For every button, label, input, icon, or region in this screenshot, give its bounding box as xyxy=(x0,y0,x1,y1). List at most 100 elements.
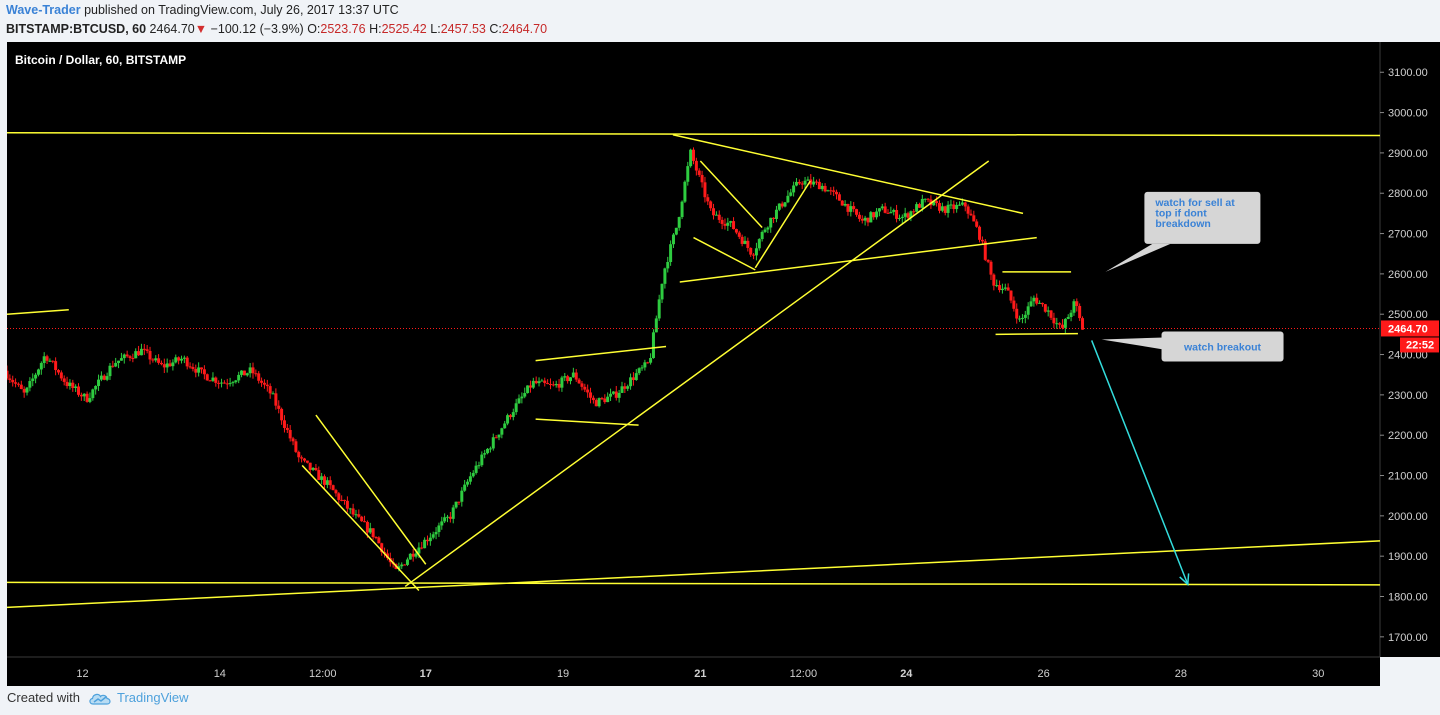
candle-down xyxy=(177,357,181,361)
candle-down xyxy=(8,378,12,380)
candle-up xyxy=(900,216,904,219)
author-link[interactable]: Wave-Trader xyxy=(6,3,81,17)
candle-down xyxy=(706,197,710,202)
candle-down xyxy=(1009,290,1013,301)
high-label: H: xyxy=(369,22,382,36)
candle-up xyxy=(117,360,121,363)
candle-up xyxy=(683,181,687,202)
candle-up xyxy=(560,377,564,388)
candle-up xyxy=(611,391,615,394)
open-value: 2523.76 xyxy=(320,22,366,36)
candle-up xyxy=(497,434,501,438)
candle-up xyxy=(669,244,673,263)
candle-down xyxy=(583,386,587,390)
candle-up xyxy=(880,206,884,209)
price-chart[interactable]: 3100.00 3000.00 2900.00 2800.00 2700.00 2600.… xyxy=(5,42,1440,686)
chart-area[interactable]: 3100.00 3000.00 2900.00 2800.00 2700.00 2600.… xyxy=(5,42,1440,686)
candle-up xyxy=(423,539,427,549)
candle-up xyxy=(1029,301,1033,307)
candle-up xyxy=(1032,297,1036,302)
candle-up xyxy=(506,415,510,424)
candle-down xyxy=(591,397,595,401)
candle-up xyxy=(923,198,927,200)
time-tick-label: 30 xyxy=(1312,668,1324,680)
candle-up xyxy=(220,382,224,384)
candle-down xyxy=(829,190,833,192)
tradingview-link[interactable]: TradingView xyxy=(117,690,189,705)
candle-down xyxy=(331,485,335,491)
candle-down xyxy=(800,183,804,185)
candle-up xyxy=(440,521,444,526)
candle-down xyxy=(194,368,198,373)
candle-up xyxy=(606,396,610,403)
candle-up xyxy=(68,382,72,387)
candle-down xyxy=(557,383,561,388)
candle-up xyxy=(1072,301,1076,313)
candle-up xyxy=(486,448,490,454)
candle-down xyxy=(360,516,364,522)
candle-up xyxy=(1069,312,1073,318)
callout-sell-text: watch for sell at xyxy=(1154,197,1235,209)
candle-up xyxy=(119,358,123,361)
candle-down xyxy=(998,285,1002,291)
countdown-tag xyxy=(1400,337,1439,353)
candle-up xyxy=(666,262,670,269)
callout-box-sell xyxy=(1144,191,1261,244)
candle-down xyxy=(19,384,23,389)
time-tick-label: 12:00 xyxy=(790,668,818,680)
publish-info: published on TradingView.com, July 26, 2… xyxy=(84,3,399,17)
candle-up xyxy=(863,217,867,221)
trend-line xyxy=(754,180,811,269)
price-tick-label: 2400.00 xyxy=(1388,350,1428,362)
candle-down xyxy=(912,211,916,213)
candle-up xyxy=(1066,317,1070,319)
candle-down xyxy=(62,378,66,382)
candle-down xyxy=(986,259,990,262)
candle-down xyxy=(411,553,415,557)
candle-up xyxy=(405,559,409,565)
price-tick-label: 2600.00 xyxy=(1388,269,1428,281)
candle-up xyxy=(617,392,621,398)
candle-down xyxy=(1006,287,1010,291)
candle-up xyxy=(39,363,43,370)
candle-down xyxy=(752,254,756,256)
candle-up xyxy=(1018,318,1022,320)
candle-up xyxy=(517,398,521,404)
candle-up xyxy=(757,239,761,249)
candle-up xyxy=(1055,323,1059,325)
candle-up xyxy=(763,229,767,232)
candle-down xyxy=(285,427,289,430)
candle-down xyxy=(943,206,947,213)
candle-up xyxy=(408,553,412,560)
price-tick-label: 3000.00 xyxy=(1388,108,1428,120)
footer: Created with TradingView xyxy=(0,686,1440,715)
candle-down xyxy=(323,476,327,485)
candle-down xyxy=(142,348,146,350)
candle-down xyxy=(351,508,355,515)
candle-down xyxy=(546,383,550,385)
candle-down xyxy=(1058,323,1062,325)
low-value: 2457.53 xyxy=(440,22,486,36)
candle-up xyxy=(234,380,238,383)
candle-up xyxy=(657,299,661,319)
candle-up xyxy=(892,209,896,212)
close-value: 2464.70 xyxy=(501,22,548,36)
candle-down xyxy=(749,247,753,255)
candle-down xyxy=(377,537,381,544)
publish-line: Wave-Trader published on TradingView.com… xyxy=(6,3,399,17)
candle-down xyxy=(589,392,593,398)
candle-down xyxy=(357,514,361,517)
candle-up xyxy=(531,380,535,388)
candle-up xyxy=(597,398,601,407)
callout-box-breakout xyxy=(1161,331,1284,362)
candle-up xyxy=(82,393,86,397)
candle-up xyxy=(245,373,249,376)
candle-down xyxy=(85,393,89,402)
candle-up xyxy=(483,453,487,455)
candle-up xyxy=(629,377,633,387)
time-tick-label: 26 xyxy=(1037,668,1049,680)
candle-down xyxy=(797,181,801,184)
candle-down xyxy=(614,391,618,398)
candle-down xyxy=(222,382,226,384)
candle-down xyxy=(22,388,26,393)
